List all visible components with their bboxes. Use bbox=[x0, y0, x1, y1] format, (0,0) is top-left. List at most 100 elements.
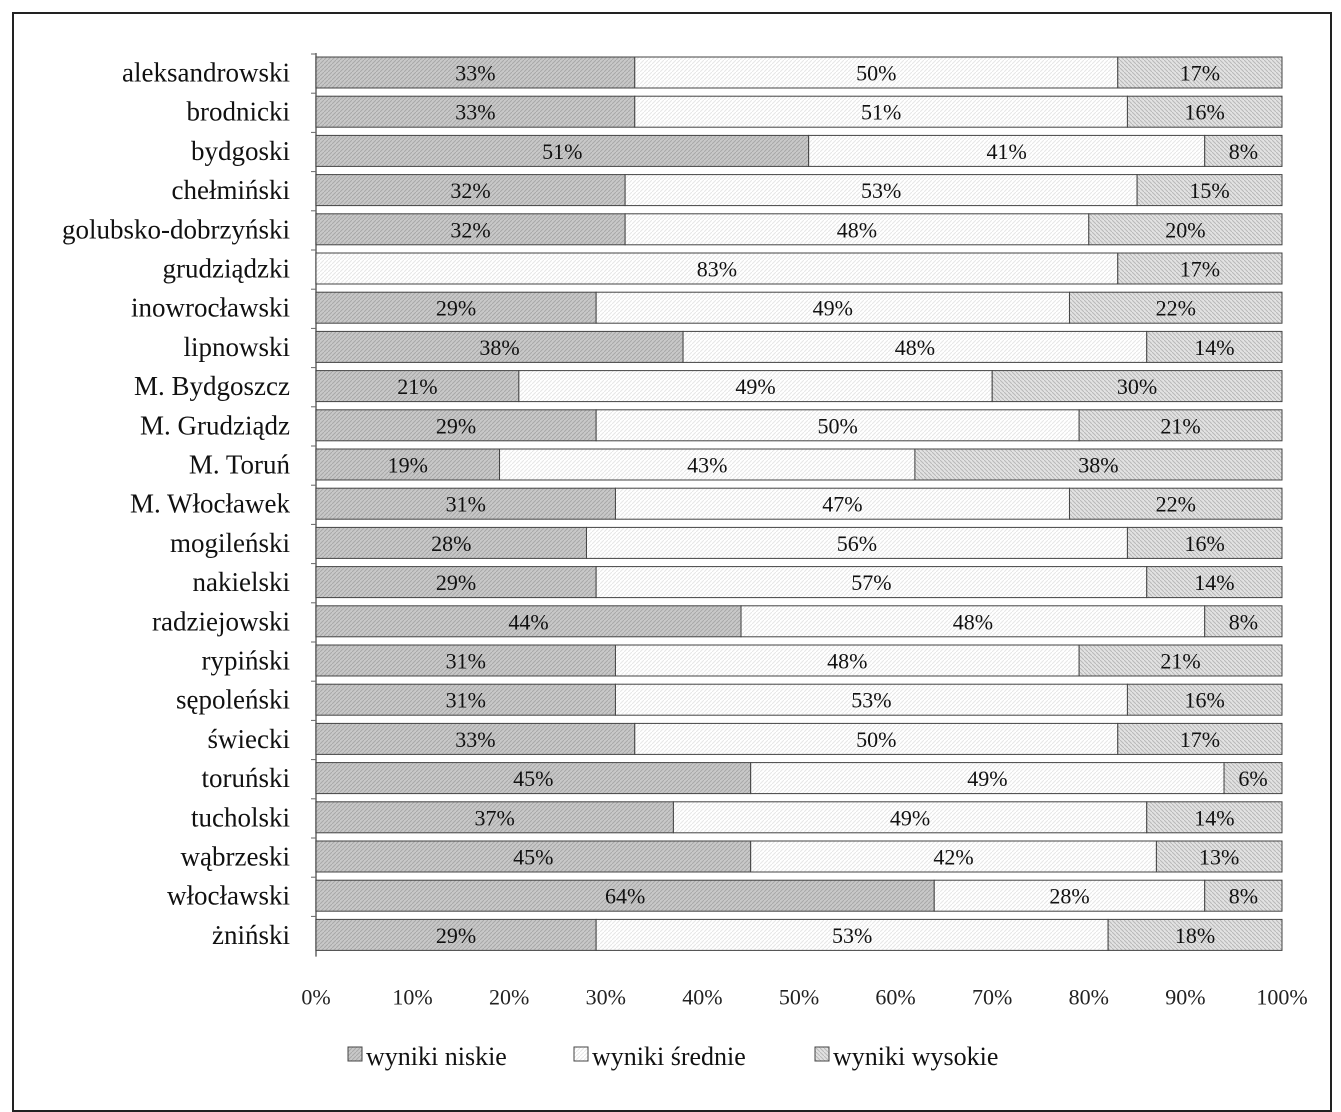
data-label: 17% bbox=[1180, 257, 1220, 282]
data-label: 48% bbox=[837, 217, 877, 242]
category-labels: aleksandrowski brodnicki bydgoski chełmińsk… bbox=[62, 58, 290, 950]
bar-segment-wyniki-niskie bbox=[315, 213, 626, 246]
x-tick-label: 90% bbox=[1165, 985, 1205, 1010]
legend-label-wyniki-wysokie: wyniki wysokie bbox=[833, 1042, 998, 1071]
data-label: 8% bbox=[1229, 139, 1258, 164]
data-label: 49% bbox=[813, 296, 853, 321]
data-label: 16% bbox=[1185, 100, 1225, 125]
bar-segment-wyniki-wysokie bbox=[1223, 762, 1283, 795]
data-label: 51% bbox=[861, 100, 901, 125]
data-label: 50% bbox=[856, 61, 896, 86]
data-label: 56% bbox=[837, 531, 877, 556]
data-label: 29% bbox=[436, 296, 476, 321]
legend-swatch-wyniki-srednie bbox=[573, 1046, 589, 1062]
bar-segment-wyniki-niskie bbox=[315, 330, 684, 363]
category-label-tucholski: tucholski bbox=[191, 802, 290, 832]
data-label: 21% bbox=[1160, 649, 1200, 674]
x-tick-label: 10% bbox=[392, 985, 432, 1010]
category-label-inowroclawski: inowrocławski bbox=[131, 293, 290, 323]
data-label: 42% bbox=[933, 845, 973, 870]
bar-segment-wyniki-wysokie bbox=[1204, 605, 1283, 638]
data-label: 43% bbox=[687, 453, 727, 478]
bar-segment-wyniki-niskie bbox=[315, 134, 810, 167]
data-label: 51% bbox=[542, 139, 582, 164]
data-label: 53% bbox=[861, 178, 901, 203]
data-label: 64% bbox=[605, 884, 645, 909]
data-label: 37% bbox=[475, 805, 515, 830]
bar-segment-wyniki-niskie bbox=[315, 605, 742, 638]
x-tick-label: 80% bbox=[1069, 985, 1109, 1010]
data-label: 49% bbox=[967, 766, 1007, 791]
data-label: 50% bbox=[856, 727, 896, 752]
data-label: 6% bbox=[1238, 766, 1267, 791]
bar-segment-wyniki-srednie bbox=[595, 566, 1148, 599]
bar-segment-wyniki-niskie bbox=[315, 566, 597, 599]
x-tick-label: 0% bbox=[301, 985, 330, 1010]
bar-segment-wyniki-wysokie bbox=[1146, 801, 1283, 834]
x-tick-label: 50% bbox=[779, 985, 819, 1010]
data-label: 18% bbox=[1175, 923, 1215, 948]
data-label: 32% bbox=[450, 217, 490, 242]
data-label: 48% bbox=[953, 609, 993, 634]
data-label: 57% bbox=[851, 570, 891, 595]
x-tick-label: 100% bbox=[1256, 985, 1307, 1010]
x-tick-label: 20% bbox=[489, 985, 529, 1010]
data-label: 29% bbox=[436, 413, 476, 438]
bar-segment-wyniki-wysokie bbox=[1146, 566, 1283, 599]
bar-segment-wyniki-wysokie bbox=[914, 448, 1283, 481]
data-label: 49% bbox=[890, 805, 930, 830]
data-label: 48% bbox=[895, 335, 935, 360]
data-label: 38% bbox=[479, 335, 519, 360]
category-label-m-bydgoszcz: M. Bydgoszcz bbox=[134, 371, 290, 401]
bar-segment-wyniki-wysokie bbox=[1117, 722, 1283, 755]
data-label: 19% bbox=[388, 453, 428, 478]
data-label: 14% bbox=[1194, 805, 1234, 830]
bar-segment-wyniki-wysokie bbox=[1126, 95, 1283, 128]
bar-segment-wyniki-wysokie bbox=[1126, 526, 1283, 559]
category-label-swiecki: świecki bbox=[208, 724, 290, 754]
category-label-bydgoski: bydgoski bbox=[191, 136, 290, 166]
bar-segment-wyniki-srednie bbox=[315, 252, 1119, 285]
bar-segment-wyniki-srednie bbox=[634, 722, 1119, 755]
category-label-brodnicki: brodnicki bbox=[187, 97, 290, 127]
x-tick-label: 70% bbox=[972, 985, 1012, 1010]
data-label: 48% bbox=[827, 649, 867, 674]
bar-segment-wyniki-wysokie bbox=[1117, 252, 1283, 285]
data-label: 49% bbox=[735, 374, 775, 399]
bar-segment-wyniki-srednie bbox=[672, 801, 1148, 834]
data-label: 22% bbox=[1156, 296, 1196, 321]
bar-segment-wyniki-wysokie bbox=[1146, 330, 1283, 363]
data-label: 14% bbox=[1194, 570, 1234, 595]
data-label: 22% bbox=[1156, 492, 1196, 517]
bar-segment-wyniki-srednie bbox=[750, 840, 1157, 873]
category-label-m-wloclawek: M. Włocławek bbox=[130, 489, 290, 519]
data-label: 53% bbox=[832, 923, 872, 948]
data-label: 32% bbox=[450, 178, 490, 203]
legend-swatch-wyniki-wysokie bbox=[814, 1046, 830, 1062]
bar-segment-wyniki-srednie bbox=[634, 95, 1128, 128]
bar-segment-wyniki-srednie bbox=[518, 370, 993, 403]
bar-segment-wyniki-srednie bbox=[682, 330, 1148, 363]
bar-segment-wyniki-wysokie bbox=[1068, 291, 1283, 324]
data-label: 15% bbox=[1189, 178, 1229, 203]
bar-segment-wyniki-niskie bbox=[315, 918, 597, 951]
data-label: 20% bbox=[1165, 217, 1205, 242]
data-label: 83% bbox=[697, 257, 737, 282]
bar-segment-wyniki-niskie bbox=[315, 840, 752, 873]
bar-segment-wyniki-wysokie bbox=[1078, 409, 1283, 442]
data-label: 41% bbox=[987, 139, 1027, 164]
bar-segment-wyniki-wysokie bbox=[1117, 56, 1283, 89]
category-label-golubsko-dobrzynski: golubsko-dobrzyński bbox=[62, 214, 290, 244]
data-label: 8% bbox=[1229, 884, 1258, 909]
category-label-wloclawski: włocławski bbox=[167, 881, 290, 911]
data-label: 28% bbox=[431, 531, 471, 556]
x-tick-label: 40% bbox=[682, 985, 722, 1010]
data-label: 45% bbox=[513, 766, 553, 791]
bar-segment-wyniki-niskie bbox=[315, 526, 587, 559]
category-label-chelminski: chełmiński bbox=[172, 175, 290, 205]
legend-swatch-wyniki-niskie bbox=[347, 1046, 363, 1062]
data-label: 17% bbox=[1180, 61, 1220, 86]
bar-segment-wyniki-srednie bbox=[585, 526, 1128, 559]
data-label: 53% bbox=[851, 688, 891, 713]
data-label: 21% bbox=[397, 374, 437, 399]
